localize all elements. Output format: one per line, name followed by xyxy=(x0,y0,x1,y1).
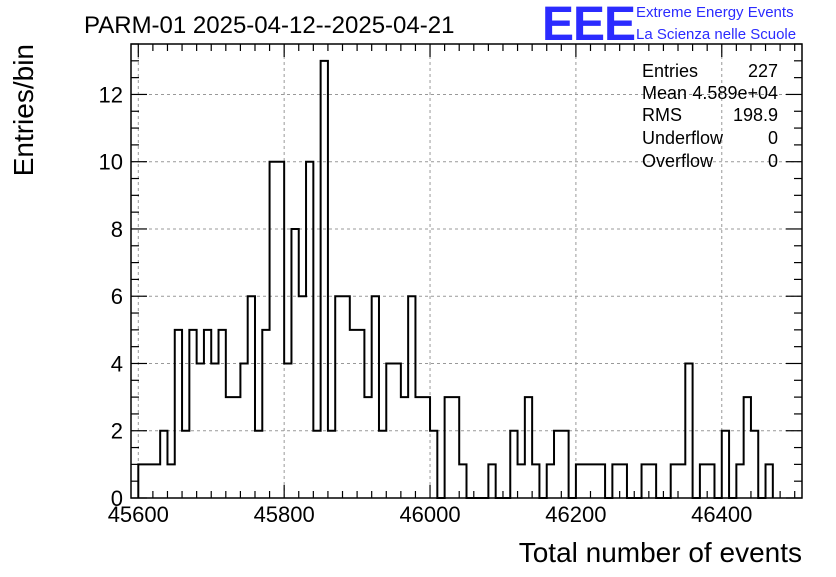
logo-line1: Extreme Energy Events xyxy=(636,4,794,21)
y-tick-label: 12 xyxy=(99,82,123,107)
axis-ticks xyxy=(131,43,802,499)
stats-entries-label: Entries xyxy=(642,61,698,81)
stats-overflow-label: Overflow xyxy=(642,151,714,171)
x-tick-label: 46400 xyxy=(691,502,752,527)
eee-logo: EEE Extreme Energy Events La Scienza nel… xyxy=(542,0,796,51)
stats-rms-label: RMS xyxy=(642,105,682,125)
y-tick-label: 6 xyxy=(111,284,123,309)
tick-labels: 45600 45800 46000 46200 46400 0 2 4 6 8 10 12 xyxy=(99,82,753,527)
x-axis-label: Total number of events xyxy=(519,537,802,568)
y-tick-label: 2 xyxy=(111,419,123,444)
stats-box: Entries 227 Mean 4.589e+04 RMS 198.9 Und… xyxy=(642,61,778,171)
y-tick-label: 4 xyxy=(111,351,123,376)
stats-mean-label: Mean xyxy=(642,83,687,103)
stats-rms-value: 198.9 xyxy=(733,105,778,125)
stats-entries-value: 227 xyxy=(748,61,778,81)
x-tick-label: 46200 xyxy=(545,502,606,527)
logo-letters: EEE xyxy=(542,0,635,51)
x-tick-label: 45800 xyxy=(254,502,315,527)
histogram-series xyxy=(137,59,774,499)
stats-overflow-value: 0 xyxy=(768,151,778,171)
plot-frame xyxy=(130,43,803,499)
stats-underflow-value: 0 xyxy=(768,128,778,148)
y-tick-label: 0 xyxy=(111,486,123,511)
stats-mean-value: 4.589e+04 xyxy=(692,83,778,103)
x-tick-label: 45600 xyxy=(108,502,169,527)
stats-underflow-label: Underflow xyxy=(642,128,724,148)
y-tick-label: 8 xyxy=(111,217,123,242)
y-tick-label: 10 xyxy=(99,150,123,175)
x-tick-label: 46000 xyxy=(399,502,460,527)
y-axis-label: Entries/bin xyxy=(8,44,39,176)
logo-line2: La Scienza nelle Scuole xyxy=(636,26,796,43)
chart-title: PARM-01 2025-04-12--2025-04-21 xyxy=(84,12,454,39)
